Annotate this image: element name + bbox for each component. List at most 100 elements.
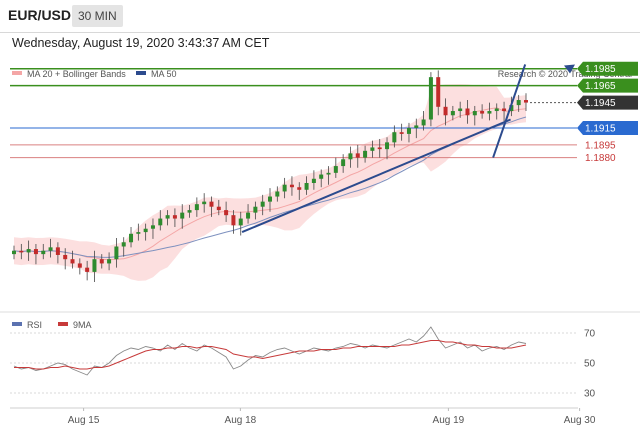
candle-body (472, 111, 477, 116)
candle-body (55, 247, 60, 255)
candle-body (355, 153, 360, 158)
candle-body (516, 100, 521, 106)
candle-body (385, 142, 390, 150)
x-tick-label-1: Aug 18 (225, 415, 257, 426)
candle-body (85, 267, 90, 272)
candle-body (107, 259, 112, 264)
candle-body (524, 100, 528, 103)
candle-body (246, 212, 251, 219)
candle-body (304, 183, 309, 190)
candle-body (129, 233, 134, 243)
candle-body (136, 232, 141, 234)
candle-body (392, 132, 397, 143)
candle-body (465, 108, 470, 116)
candle-body (282, 184, 287, 192)
candle-body (326, 172, 331, 175)
candle-body (348, 153, 353, 160)
candle-body (494, 108, 499, 112)
candle-body (399, 132, 404, 134)
x-tick-label-0: Aug 15 (68, 415, 100, 426)
candles (12, 70, 528, 283)
candle-body (231, 215, 236, 226)
candle-body (509, 105, 514, 112)
candle-body (458, 108, 463, 112)
rsi-tick-label-0: 70 (584, 329, 596, 340)
candle-body (370, 147, 375, 151)
candle-body (26, 249, 31, 253)
candle-body (99, 259, 104, 264)
legend-label-1: MA 50 (151, 69, 177, 79)
watermark: Research © 2020 Trading Central (498, 69, 632, 79)
rsi-ma9-line (14, 340, 527, 370)
candle-body (158, 218, 163, 226)
candle-body (333, 166, 338, 173)
price-level-label-5: 1.1880 (585, 153, 616, 164)
candle-body (414, 125, 419, 128)
candle-body (19, 250, 24, 253)
candle-body (143, 228, 148, 233)
bollinger-band (14, 84, 526, 281)
candle-body (341, 159, 346, 167)
x-tick-label-3: Aug 30 (564, 415, 596, 426)
candle-body (238, 218, 243, 226)
candle-body (289, 184, 294, 188)
legend-swatch-0 (12, 71, 22, 75)
timeframe-button[interactable]: 30 MIN (72, 5, 123, 27)
candle-body (450, 111, 455, 116)
candle-body (297, 187, 302, 190)
candle-body (443, 106, 448, 116)
candle-body (41, 250, 46, 255)
candle-body (48, 247, 53, 251)
candle-body (172, 215, 177, 219)
x-tick-label-2: Aug 19 (433, 415, 465, 426)
candle-body (150, 225, 155, 229)
candle-body (377, 147, 382, 150)
candle-body (311, 178, 316, 183)
candle-body (209, 201, 214, 207)
candle-body (216, 206, 221, 211)
candle-body (165, 215, 170, 219)
candle-body (63, 254, 68, 260)
candle-body (77, 263, 82, 268)
candle-body (202, 201, 207, 205)
legend-swatch-1 (136, 71, 146, 75)
rsi-legend-swatch-1 (58, 322, 68, 326)
candle-body (319, 174, 324, 179)
rsi-legend-label-1: 9MA (73, 320, 92, 330)
price-level-tag-1 (577, 78, 638, 93)
candle-body (406, 127, 411, 134)
candle-body (421, 119, 426, 126)
price-level-label-4: 1.1895 (585, 140, 616, 151)
candle-body (428, 77, 433, 120)
price-level-tag-0 (577, 61, 638, 76)
candle-body (502, 108, 507, 112)
symbol-label[interactable]: EUR/USD (8, 7, 72, 23)
candle-body (12, 250, 16, 255)
rsi-legend-swatch-0 (12, 322, 22, 326)
candle-body (487, 111, 492, 114)
price-level-label-3: 1.1915 (585, 123, 616, 134)
price-level-label-2: 1.1945 (585, 98, 616, 109)
candle-body (480, 111, 485, 114)
trendline-0 (241, 118, 511, 234)
price-level-label-0: 1.1985 (585, 64, 616, 75)
candle-body (275, 191, 280, 197)
candle-body (268, 196, 272, 202)
candle-body (253, 206, 258, 213)
projection-arrowhead (564, 64, 575, 74)
candle-body (363, 150, 368, 158)
candle-body (33, 249, 38, 255)
candle-body (121, 242, 126, 247)
candle-body (92, 259, 97, 272)
candle-body (114, 246, 119, 260)
legend-label-0: MA 20 + Bollinger Bands (27, 69, 126, 79)
candle-body (194, 204, 199, 211)
rsi-legend-label-0: RSI (27, 320, 42, 330)
chart-toolbar: EUR/USD 30 MIN (0, 0, 640, 33)
candle-body (180, 212, 185, 219)
rsi-tick-label-2: 30 (584, 389, 596, 400)
price-level-label-1: 1.1965 (585, 81, 616, 92)
rsi-tick-label-1: 50 (584, 359, 596, 370)
chart-datetime: Wednesday, August 19, 2020 3:43:37 AM CE… (12, 36, 270, 50)
